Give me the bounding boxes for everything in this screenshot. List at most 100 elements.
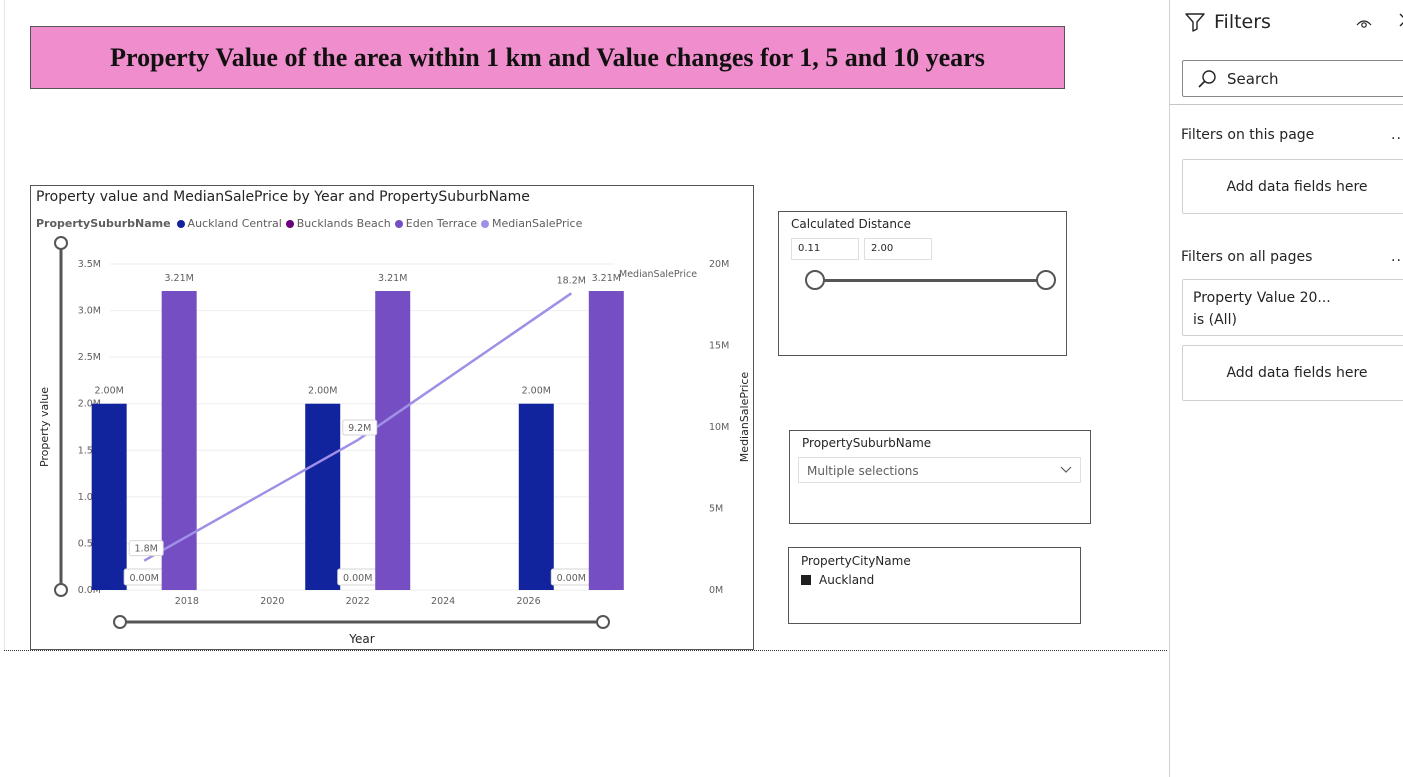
y-left-tick-label: 0.5M [78, 538, 101, 549]
bar-data-label: 2.00M [94, 386, 123, 397]
line-data-label: 1.8M [135, 544, 158, 555]
city-item-auckland[interactable]: Auckland [801, 573, 874, 587]
combo-chart-visual[interactable]: Property value and MedianSalePrice by Ye… [30, 185, 754, 650]
suburb-dropdown-value: Multiple selections [807, 464, 919, 478]
bar-auckland-central [91, 403, 127, 590]
checkbox-checked-icon[interactable] [801, 575, 811, 585]
x-tick-label: 2022 [346, 596, 370, 607]
bar-eden-terrace [588, 291, 624, 590]
more-options-icon[interactable]: ... [1391, 127, 1403, 143]
line-data-label: 18.2M [557, 275, 586, 286]
distance-max-input[interactable]: 2.00 [864, 238, 932, 260]
bar-data-label: 0.00M [129, 573, 158, 584]
x-axis-title: Year [348, 632, 374, 646]
legend-dot-icon [480, 219, 489, 228]
y-right-axis-title: MedianSalePrice [738, 372, 751, 463]
page-boundary [4, 650, 1167, 651]
bar-eden-terrace [161, 291, 197, 590]
bar-eden-terrace [375, 291, 411, 590]
y-left-tick-label: 3.0M [78, 306, 101, 317]
eye-icon[interactable] [1356, 15, 1372, 34]
distance-slider-max-handle[interactable] [1036, 270, 1056, 290]
distance-min-input[interactable]: 0.11 [791, 238, 859, 260]
city-item-label: Auckland [819, 573, 875, 587]
chart-legend: PropertySuburbName Auckland Central Buck… [36, 217, 586, 230]
legend-item-auckland-central[interactable]: Auckland Central [176, 217, 282, 230]
filters-header: Filters [1184, 11, 1271, 33]
x-tick-label: 2024 [431, 596, 455, 607]
filters-search-input[interactable]: Search [1182, 60, 1403, 97]
filter-card-property-value[interactable]: Property Value 20... is (All) [1182, 279, 1403, 336]
calculated-distance-label: Calculated Distance [791, 217, 911, 231]
bar-auckland-central [305, 403, 341, 590]
add-data-fields-label: Add data fields here [1226, 365, 1368, 381]
mediansaleprice-line [143, 292, 572, 562]
x-tick-label: 2020 [260, 596, 284, 607]
filters-title: Filters [1214, 11, 1271, 33]
y-left-axis-title: Property value [38, 387, 51, 467]
data-label-box [128, 540, 164, 557]
filter-card-field: Property Value 20... [1193, 290, 1331, 306]
y-zoom-handle-top[interactable] [54, 236, 68, 250]
collapse-icon[interactable] [1398, 12, 1403, 32]
add-data-fields-label: Add data fields here [1226, 178, 1368, 195]
y-left-tick-label: 2.5M [78, 352, 101, 363]
legend-item-bucklands-beach[interactable]: Bucklands Beach [285, 217, 391, 230]
y-left-tick-label: 1.5M [78, 445, 101, 456]
line-data-label: 9.2M [348, 423, 371, 434]
suburb-slicer: PropertySuburbName Multiple selections [789, 430, 1091, 524]
y-left-tick-label: 1.0M [78, 492, 101, 503]
filter-funnel-icon [1185, 13, 1205, 32]
bar-data-label: 0.00M [343, 573, 372, 584]
legend-label: MedianSalePrice [491, 217, 583, 230]
add-data-fields-all-well[interactable]: Add data fields here [1182, 345, 1403, 401]
suburb-slicer-label: PropertySuburbName [802, 436, 932, 450]
x-tick-label: 2018 [175, 596, 199, 607]
city-slicer: PropertyCityName Auckland [788, 547, 1081, 624]
y-right-tick-label: 20M [709, 259, 729, 270]
legend-item-eden-terrace[interactable]: Eden Terrace [394, 217, 477, 230]
y-right-tick-label: 0M [709, 585, 723, 596]
search-icon [1198, 69, 1216, 88]
y-right-tick-label: 5M [709, 504, 723, 515]
filters-on-this-page-heading: Filters on this page [1181, 127, 1315, 143]
y-left-tick-label: 0.0M [78, 585, 101, 596]
canvas-left-border [4, 0, 5, 650]
x-zoom-handle-right[interactable] [596, 615, 610, 629]
chart-plot-area: 0.0M 0.5M 1.0M 1.5M 2.0M 2.5M 3.0M 3.5M 0M 5M 10M 1… [38, 236, 751, 646]
distance-slider-min-handle[interactable] [805, 270, 825, 290]
legend-label: Auckland Central [187, 217, 282, 230]
bar-data-label: 2.00M [522, 386, 551, 397]
report-title-box: Property Value of the area within 1 km a… [30, 26, 1065, 89]
legend-label: Eden Terrace [405, 217, 477, 230]
bar-auckland-central [518, 403, 554, 590]
filters-on-all-pages-heading: Filters on all pages [1181, 249, 1313, 265]
bar-data-label: 3.21M [164, 273, 193, 284]
legend-dot-icon [285, 219, 294, 228]
y-left-tick-label: 3.5M [78, 259, 101, 270]
y-left-tick-label: 2.0M [78, 399, 101, 410]
line-end-label: MedianSalePrice [619, 269, 697, 280]
bar-data-label: 3.21M [378, 273, 407, 284]
x-zoom-handle-left[interactable] [113, 615, 127, 629]
legend-item-mediansaleprice[interactable]: MedianSalePrice [480, 217, 583, 230]
report-canvas: Property Value of the area within 1 km a… [4, 0, 1167, 651]
data-label-box [342, 419, 378, 436]
report-title: Property Value of the area within 1 km a… [110, 42, 985, 72]
y-right-tick-label: 10M [709, 422, 729, 433]
bar-data-label: 2.00M [308, 386, 337, 397]
add-data-fields-page-well[interactable]: Add data fields here [1182, 159, 1403, 214]
distance-slider-track[interactable] [816, 279, 1048, 282]
y-zoom-handle-bottom[interactable] [54, 583, 68, 597]
calculated-distance-slicer: Calculated Distance 0.11 2.00 [778, 211, 1067, 356]
legend-dot-icon [176, 219, 185, 228]
bar-data-label: 3.21M [592, 273, 621, 284]
bar-data-label: 0.00M [557, 573, 586, 584]
filters-divider [1170, 104, 1403, 105]
more-options-icon[interactable]: ... [1391, 249, 1403, 265]
chevron-down-icon [1060, 463, 1072, 478]
suburb-dropdown[interactable]: Multiple selections [798, 457, 1081, 483]
legend-label: Bucklands Beach [296, 217, 391, 230]
search-placeholder: Search [1227, 69, 1279, 88]
chart-title: Property value and MedianSalePrice by Ye… [36, 189, 530, 205]
